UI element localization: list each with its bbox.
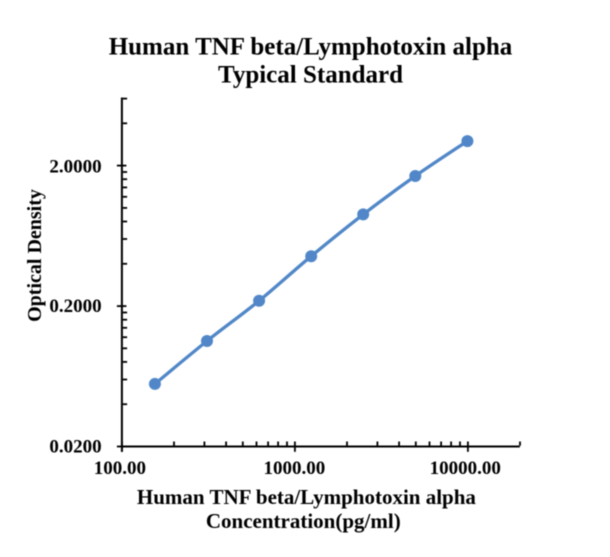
svg-text:Human TNF beta/Lymphotoxin alp: Human TNF beta/Lymphotoxin alpha	[137, 485, 477, 509]
svg-text:Optical Density: Optical Density	[24, 189, 46, 322]
svg-text:1000.00: 1000.00	[264, 458, 326, 479]
svg-text:Typical Standard: Typical Standard	[218, 61, 403, 88]
svg-text:10000.00: 10000.00	[430, 458, 501, 479]
svg-text:0.0200: 0.0200	[49, 437, 101, 458]
svg-text:2.0000: 2.0000	[49, 156, 101, 177]
svg-text:Concentration(pg/ml): Concentration(pg/ml)	[206, 509, 401, 533]
svg-text:0.2000: 0.2000	[49, 296, 101, 317]
svg-text:100.00: 100.00	[94, 458, 146, 479]
svg-text:Human TNF beta/Lymphotoxin alp: Human TNF beta/Lymphotoxin alpha	[109, 34, 513, 61]
